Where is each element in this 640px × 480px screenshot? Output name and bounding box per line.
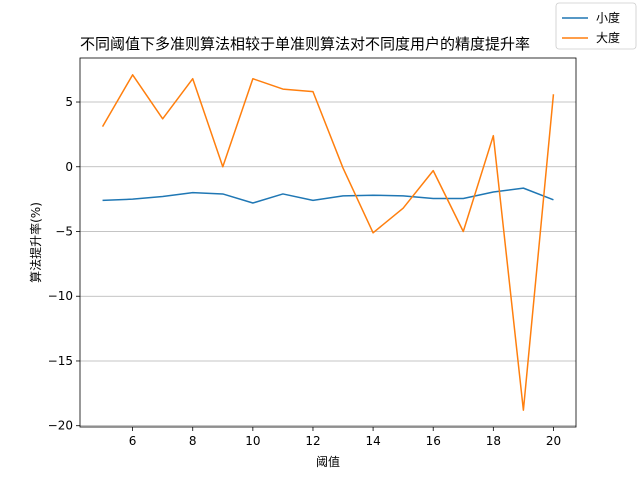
y-tick-label: −10 xyxy=(48,289,73,303)
x-tick-label: 18 xyxy=(486,434,501,448)
grid-lines xyxy=(80,101,576,427)
y-tick-label: 0 xyxy=(65,160,73,174)
x-axis-ticks: 6 8 10 12 14 16 18 20 xyxy=(129,427,561,448)
series-line-1 xyxy=(102,187,554,204)
x-tick-label: 10 xyxy=(245,434,260,448)
y-tick-label: −5 xyxy=(55,224,73,238)
plot-frame xyxy=(79,57,577,428)
legend-label-2: 大度 xyxy=(596,30,620,45)
x-tick-label: 14 xyxy=(365,434,380,448)
x-tick-label: 20 xyxy=(546,434,561,448)
chart-title: 不同阈值下多准则算法相较于单准则算法对不同度用户的精度提升率 xyxy=(80,35,530,53)
legend-label-1: 小度 xyxy=(596,10,620,25)
x-axis-label: 阈值 xyxy=(316,454,340,469)
x-tick-label: 8 xyxy=(189,434,197,448)
y-tick-label: 5 xyxy=(65,95,73,109)
x-tick-label: 12 xyxy=(305,434,320,448)
y-axis-label: 算法提升率(%) xyxy=(28,202,43,283)
series-line-2 xyxy=(101,74,555,411)
y-tick-label: −15 xyxy=(48,354,73,368)
x-tick-label: 16 xyxy=(426,434,441,448)
series-lines xyxy=(101,74,555,411)
y-tick-label: −20 xyxy=(48,419,73,433)
y-axis-ticks: −20 −15 −10 −5 0 5 xyxy=(48,95,80,433)
x-tick-label: 6 xyxy=(129,434,137,448)
